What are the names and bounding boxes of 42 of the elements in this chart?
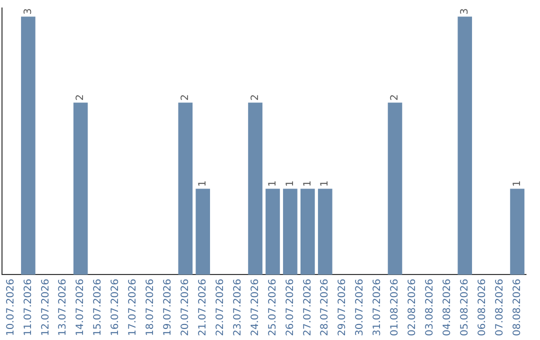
x-tick-label: 20.07.2026 — [180, 278, 191, 336]
x-tick-label: 31.07.2026 — [372, 278, 384, 336]
data-label: 1 — [267, 180, 278, 187]
data-label: 2 — [75, 94, 86, 101]
data-label: 2 — [180, 94, 191, 101]
x-tick-label: 24.07.2026 — [250, 278, 261, 336]
x-tick-label: 27.07.2026 — [302, 278, 314, 336]
data-label: 2 — [390, 94, 401, 101]
x-tick-label: 10.07.2026 — [5, 278, 16, 336]
data-label: 3 — [22, 8, 34, 15]
x-tick-label: 11.07.2026 — [22, 278, 34, 336]
x-tick-label: 05.08.2026 — [459, 278, 470, 336]
x-tick-label: 15.07.2026 — [92, 278, 104, 336]
x-tick-label: 25.07.2026 — [267, 278, 278, 336]
x-tick-label: 12.07.2026 — [40, 278, 52, 336]
x-tick-label: 04.08.2026 — [442, 278, 453, 336]
data-label: 1 — [512, 180, 523, 187]
x-tick-label: 17.07.2026 — [128, 278, 139, 336]
x-tick-label: 14.07.2026 — [75, 278, 86, 336]
x-tick-label: 21.07.2026 — [197, 278, 208, 336]
x-tick-label: 06.08.2026 — [476, 278, 488, 336]
x-tick-label: 16.07.2026 — [110, 278, 122, 336]
x-tick-label: 26.07.2026 — [284, 278, 296, 336]
data-label: 3 — [459, 8, 470, 15]
data-label: 2 — [250, 94, 261, 101]
x-tick-label: 29.07.2026 — [337, 278, 348, 336]
data-label: 1 — [320, 180, 331, 187]
x-tick-label: 03.08.2026 — [424, 278, 436, 336]
x-tick-label: 19.07.2026 — [162, 278, 174, 336]
x-tick-label: 08.08.2026 — [512, 278, 523, 336]
x-tick-label: 28.07.2026 — [320, 278, 331, 336]
data-label: 1 — [302, 180, 314, 187]
data-label: 1 — [284, 180, 296, 187]
x-tick-label: 02.08.2026 — [407, 278, 418, 336]
x-tick-label: 23.07.2026 — [232, 278, 244, 336]
x-tick-label: 18.07.2026 — [145, 278, 156, 336]
x-tick-label: 01.08.2026 — [390, 278, 401, 336]
x-tick-label: 22.07.2026 — [214, 278, 226, 336]
data-label: 1 — [197, 180, 208, 187]
x-tick-label: 07.08.2026 — [494, 278, 506, 336]
x-tick-label: 13.07.2026 — [58, 278, 69, 336]
x-tick-label: 30.07.2026 — [354, 278, 366, 336]
